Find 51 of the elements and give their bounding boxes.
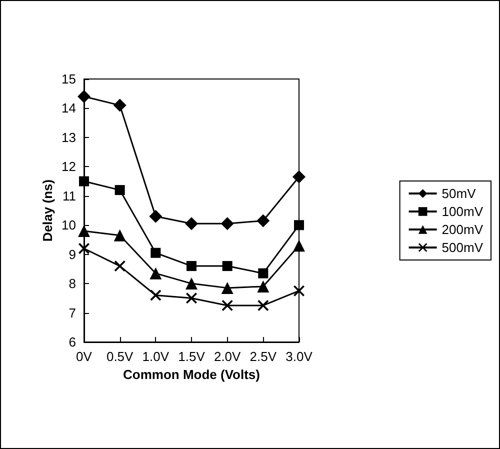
point: [114, 229, 126, 242]
point: [150, 290, 162, 301]
y-tick-label: 13: [62, 130, 76, 145]
x-tick-label: 2.5V: [250, 349, 277, 364]
point: [114, 185, 125, 196]
y-axis-title: Delay (ns): [40, 179, 55, 242]
point: [78, 242, 90, 254]
point: [256, 214, 270, 228]
legend-label: 50mV: [442, 186, 476, 201]
point: [113, 98, 126, 112]
x-tick-label: 3.0V: [286, 349, 313, 364]
x-tick-label: 0.5V: [106, 349, 134, 364]
y-tick-label: 9: [68, 246, 76, 262]
point: [79, 176, 89, 186]
legend-label: 200mV: [442, 222, 484, 237]
point: [258, 300, 269, 311]
point: [292, 170, 306, 184]
point: [186, 261, 196, 272]
y-tick-label: 14: [62, 100, 76, 116]
point: [78, 90, 90, 104]
x-tick-label: 1.0V: [142, 349, 170, 364]
point: [185, 217, 198, 230]
point: [186, 292, 197, 304]
y-tick-label: 11: [62, 188, 76, 204]
point: [221, 282, 234, 294]
legend-label: 500mV: [442, 240, 484, 255]
point: [294, 285, 304, 296]
point: [293, 240, 305, 252]
point: [222, 261, 232, 272]
point: [220, 217, 234, 230]
point: [114, 260, 126, 272]
point: [257, 280, 270, 292]
y-tick-label: 8: [68, 276, 76, 292]
point: [150, 248, 161, 258]
y-tick-label: 15: [62, 72, 76, 86]
y-tick-label: 7: [68, 305, 76, 320]
legend-label: 100mV: [442, 204, 484, 219]
x-tick-label: 2.0V: [214, 349, 242, 364]
x-tick-label: 0V: [76, 349, 92, 364]
point: [258, 268, 268, 278]
x-axis-title: Common Mode (Volts): [123, 366, 260, 382]
point: [294, 220, 304, 230]
point: [78, 224, 90, 237]
point: [149, 210, 162, 223]
point: [222, 300, 233, 311]
y-tick-label: 12: [62, 159, 76, 174]
point: [186, 278, 198, 290]
y-tick-label: 10: [62, 218, 76, 233]
y-tick-label: 6: [68, 334, 76, 350]
x-tick-label: 1.5V: [178, 349, 206, 364]
point: [150, 267, 162, 280]
